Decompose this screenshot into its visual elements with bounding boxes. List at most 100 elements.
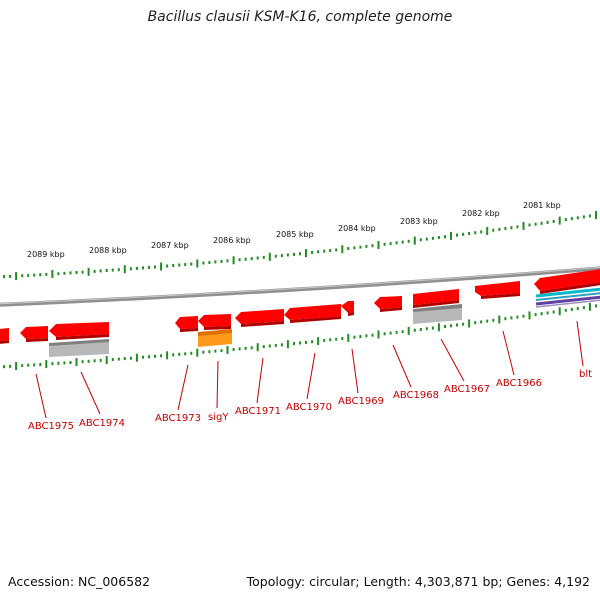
gene-label[interactable]: ABC1973 — [155, 413, 201, 424]
ruler-major-tick — [256, 343, 259, 352]
ruler-minor-tick — [208, 261, 211, 264]
ruler-minor-tick — [75, 271, 78, 274]
gene-arrow-abc1969[interactable] — [341, 301, 354, 313]
gene-label[interactable]: ABC1974 — [79, 418, 125, 429]
gene-label[interactable]: blt — [579, 369, 592, 380]
ruler-major-tick — [341, 245, 344, 254]
ruler-minor-tick — [474, 321, 477, 325]
ruler-major-tick — [468, 319, 471, 328]
gray-features[interactable] — [49, 304, 462, 357]
ruler-minor-tick — [504, 317, 507, 321]
gene-arrow-abc1974[interactable] — [49, 322, 109, 337]
ruler-minor-tick — [371, 333, 374, 337]
ruler-major-tick — [595, 211, 597, 219]
ruler-minor-tick — [444, 325, 446, 328]
ruler-minor-tick — [462, 232, 465, 236]
ruler-minor-tick — [280, 343, 283, 347]
ruler-minor-tick — [299, 341, 301, 345]
ruler-minor-tick — [323, 249, 326, 253]
gene-arrow-sigy[interactable] — [198, 314, 231, 327]
genome-backbone — [0, 266, 600, 307]
ruler-minor-tick — [280, 254, 283, 258]
ruler-minor-tick — [389, 331, 392, 335]
ruler-minor-tick — [293, 252, 295, 256]
gene-labels[interactable]: ABC1975 ABC1974 ABC1973 sigY ABC1971 ABC… — [28, 369, 592, 432]
gene-arrow-abc1973[interactable] — [175, 316, 198, 329]
gene-label[interactable]: ABC1967 — [444, 384, 490, 395]
ruler-minor-tick — [317, 250, 320, 254]
gene-arrows[interactable] — [0, 269, 600, 344]
ruler-minor-tick — [329, 338, 332, 342]
ruler-minor-tick — [395, 330, 398, 334]
ruler-major-tick — [232, 256, 235, 265]
gene-label[interactable]: ABC1975 — [28, 421, 74, 432]
feature-track-right[interactable] — [535, 287, 600, 308]
orange-feature[interactable] — [198, 329, 232, 347]
ruler-minor-tick — [510, 226, 513, 230]
ruler-minor-tick — [45, 272, 48, 276]
ruler-minor-tick — [190, 351, 193, 355]
ruler-minor-tick — [93, 269, 96, 273]
gene-arrow-abc1968[interactable] — [374, 296, 402, 309]
ruler-minor-tick — [437, 236, 440, 239]
ruler-minor-tick — [27, 363, 30, 367]
ruler-major-tick — [317, 337, 320, 346]
ruler-minor-tick — [262, 255, 265, 259]
ruler-major-tick — [75, 358, 78, 367]
ruler-minor-tick — [522, 314, 525, 318]
gene-label[interactable]: ABC1970 — [286, 402, 332, 413]
gene-arrow[interactable] — [0, 328, 9, 341]
ruler-minor-tick — [425, 327, 428, 331]
scale-labels: 2089 kbp 2088 kbp 2087 kbp 2086 kbp 2085… — [27, 201, 561, 259]
gene-arrow-abc1966[interactable] — [475, 281, 520, 296]
ruler-minor-tick — [51, 362, 54, 366]
ruler-minor-tick — [329, 249, 332, 252]
ruler-minor-tick — [431, 326, 434, 330]
ruler-major-tick — [45, 360, 48, 369]
gene-label[interactable]: ABC1966 — [496, 378, 542, 389]
ruler-minor-tick — [57, 361, 60, 365]
ruler-major-tick — [377, 241, 380, 249]
ruler-minor-tick — [27, 273, 30, 277]
gene-label[interactable]: ABC1968 — [393, 390, 439, 401]
ruler-minor-tick — [93, 359, 96, 363]
ruler-minor-tick — [468, 232, 471, 235]
gene-label[interactable]: ABC1971 — [235, 406, 281, 417]
ruler-minor-tick — [190, 262, 193, 266]
gene-label[interactable]: sigY — [208, 412, 229, 423]
ruler-minor-tick — [105, 269, 108, 272]
ruler-minor-tick — [111, 268, 114, 272]
ruler-minor-tick — [220, 349, 223, 353]
accession-text: Accession: NC_006582 — [8, 574, 151, 589]
ruler-minor-tick — [39, 363, 42, 366]
ruler-major-tick — [105, 356, 108, 364]
scale-label: 2086 kbp — [213, 236, 251, 245]
ruler-minor-tick — [142, 266, 144, 270]
gene-arrow-abc1971[interactable] — [235, 309, 284, 324]
ruler-minor-tick — [33, 273, 36, 277]
gene-arrow-abc1967[interactable] — [413, 289, 459, 305]
ruler-minor-tick — [111, 358, 114, 361]
ruler-minor-tick — [516, 315, 519, 319]
gene-arrow-abc1970[interactable] — [284, 304, 341, 320]
ruler-minor-tick — [293, 342, 295, 346]
ruler-minor-tick — [202, 261, 205, 265]
ruler-minor-tick — [232, 348, 235, 351]
ruler-minor-tick — [220, 259, 223, 263]
ruler-minor-tick — [582, 215, 585, 219]
ruler-minor-tick — [274, 343, 277, 347]
gene-arrow-abc1975[interactable] — [20, 326, 48, 339]
ruler-minor-tick — [395, 241, 398, 245]
ruler-minor-tick — [389, 242, 392, 246]
ruler-major-tick — [486, 227, 489, 235]
ruler-major-tick — [268, 252, 271, 261]
ruler-major-tick — [15, 272, 18, 281]
ruler-major-tick — [558, 307, 561, 316]
gene-label[interactable]: ABC1969 — [338, 396, 384, 407]
ruler-minor-tick — [238, 347, 241, 351]
ruler-major-tick — [588, 302, 591, 311]
ruler-minor-tick — [117, 268, 120, 272]
ruler-minor-tick — [208, 350, 211, 354]
gene-arrow-blt[interactable] — [534, 269, 600, 291]
